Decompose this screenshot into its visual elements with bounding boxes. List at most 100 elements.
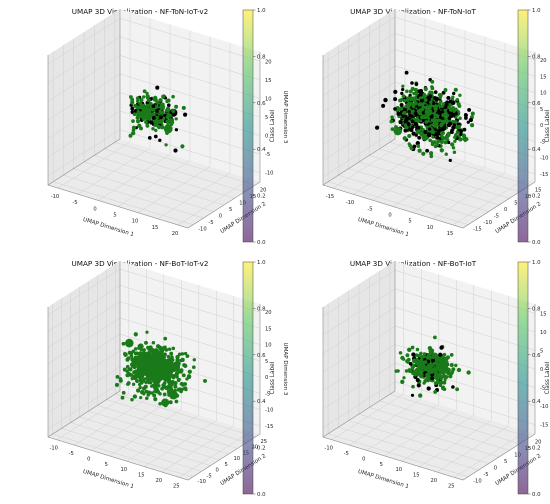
point-class-0 [158,109,163,113]
point-class-1 [396,111,401,116]
point-class-1 [464,112,468,117]
point-class-0 [180,352,185,356]
point-class-0 [137,344,142,348]
point-class-0 [401,84,405,88]
colorbar-tick-label: 0.8 [532,306,541,312]
point-class-0 [439,359,443,364]
y-tick-label: -10 [473,479,481,485]
chart-title: UMAP 3D Visualization - NF-BoT-IoT [350,259,477,268]
chart-title: UMAP 3D Visualization - NF-BoT-IoT-v2 [72,259,209,268]
point-class-1 [414,82,419,87]
point-class-0 [174,117,178,121]
colorbar-tick-label: 0.6 [257,101,266,107]
point-class-0 [130,397,134,402]
point-class-0 [454,363,458,368]
point-class-0 [155,100,160,105]
point-class-0 [429,90,434,95]
z-tick-label: 5 [540,107,543,113]
point-class-0 [394,369,398,373]
point-class-0 [173,384,178,389]
point-class-0 [417,148,422,153]
axis-edges [47,261,261,481]
point-class-0 [440,131,444,136]
point-class-0 [154,118,159,123]
point-class-0 [439,139,444,145]
y-tick-label: 5 [514,200,517,206]
point-class-1 [418,93,423,97]
point-class-0 [169,388,174,392]
point-class-0 [407,368,412,372]
point-class-0 [187,369,192,374]
point-class-1 [415,378,420,383]
colorbar: 0.0 0.2 0.4 0.6 0.8 1.0 Class Label [242,8,276,246]
point-class-0 [393,126,403,136]
point-class-0 [150,363,155,368]
chart-panel-4: UMAP 3D Visualization - NF-BoT-IoT -10 -5 0… [322,259,550,498]
colorbar-gradient [242,261,254,495]
point-class-0 [434,121,439,125]
side-pane [48,261,120,437]
point-class-1 [401,87,405,92]
point-class-0 [169,122,174,127]
z-tick-label: -5 [540,386,545,392]
point-class-0 [441,113,445,117]
point-class-0 [145,396,149,401]
point-class-0 [136,110,141,115]
point-class-0 [136,99,140,103]
point-class-0 [453,87,458,92]
point-class-1 [439,345,444,350]
point-class-0 [443,88,448,92]
point-class-0 [422,92,426,97]
z-tick-label: 15 [540,74,547,80]
y-tick-label: -5 [494,214,499,220]
point-class-0 [135,116,140,120]
point-class-0 [419,351,423,356]
point-class-0 [390,115,394,120]
point-class-0 [423,378,428,383]
point-class-0 [448,107,454,112]
point-class-0 [432,140,437,145]
point-class-0 [170,118,175,122]
colorbar-tick-label: 1.0 [532,260,541,266]
colorbar-tick-label: 0.2 [257,446,266,452]
point-class-0 [442,136,446,140]
point-class-0 [181,105,186,110]
point-class-0 [138,101,143,106]
point-class-0 [136,388,141,393]
point-class-0 [175,363,180,368]
point-class-0 [129,362,134,367]
point-class-0 [185,354,190,358]
point-class-0 [171,346,176,351]
point-class-0 [399,106,404,111]
point-class-1 [408,114,413,118]
x-axis-label: UMAP Dimension 1 [82,217,135,238]
point-class-0 [416,129,421,134]
point-class-0 [439,148,444,153]
y-tick-label: -10 [483,220,491,226]
point-class-0 [440,104,444,109]
z-tick-label: 20 [540,58,547,64]
point-class-0 [175,354,180,360]
point-class-0 [164,143,168,147]
colorbar-tick-label: 1.0 [532,8,541,14]
point-class-1 [446,95,451,100]
point-class-0 [158,119,162,124]
point-class-0 [435,142,440,147]
point-class-1 [155,85,160,90]
point-class-1 [393,89,398,94]
point-class-0 [420,363,426,368]
point-class-0 [160,105,164,110]
colorbar-tick-label: 0.2 [257,194,266,200]
point-class-0 [470,111,475,116]
point-class-0 [455,97,459,102]
point-class-0 [451,146,456,150]
point-class-0 [463,138,467,143]
point-class-1 [183,112,188,117]
point-class-0 [389,119,394,124]
point-class-1 [155,108,160,113]
point-class-0 [139,347,144,352]
point-class-0 [430,79,435,84]
point-class-0 [439,369,444,374]
point-class-0 [160,373,165,378]
z-tick-label: -5 [265,391,270,397]
